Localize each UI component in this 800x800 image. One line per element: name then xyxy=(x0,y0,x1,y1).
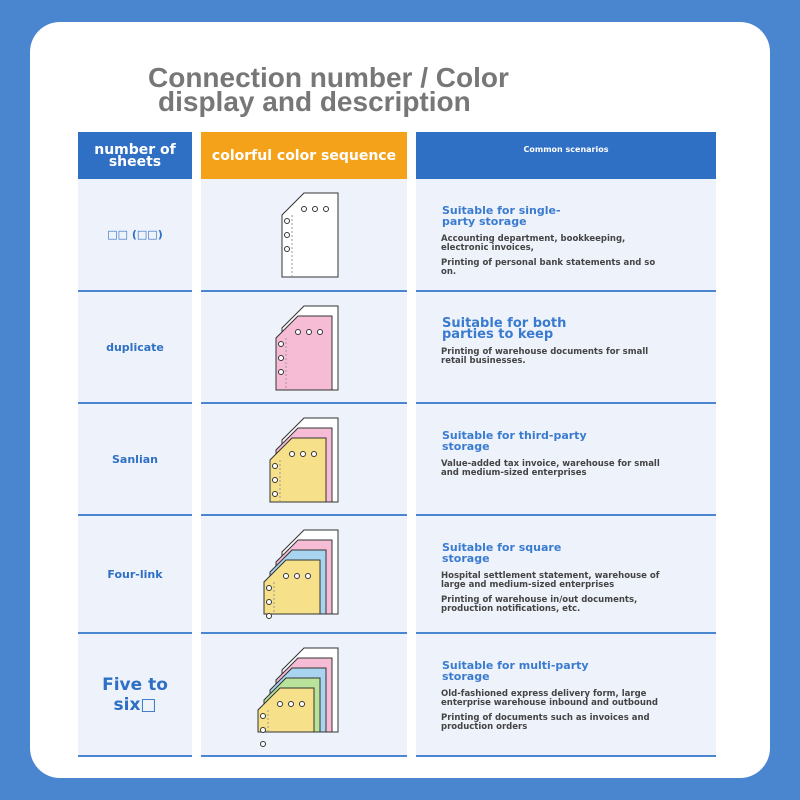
hole xyxy=(300,451,306,457)
hole xyxy=(260,741,266,747)
hole xyxy=(288,701,294,707)
detail: Hospital settlement statement, warehouse… xyxy=(441,571,660,590)
hole xyxy=(323,206,329,212)
detail: Value-added tax invoice, warehouse for s… xyxy=(441,459,660,478)
header-cell: Common scenarios xyxy=(416,132,716,179)
title: display and description xyxy=(158,86,471,117)
hole xyxy=(272,463,278,469)
scenario: Suitable for third-party storage xyxy=(442,429,587,453)
detail: Printing of warehouse in/out documents, … xyxy=(441,595,638,614)
sheet xyxy=(281,192,339,278)
hole xyxy=(301,206,307,212)
hole xyxy=(283,573,289,579)
detail: Old-fashioned express delivery form, lar… xyxy=(441,689,659,708)
detail: Printing of documents such as invoices a… xyxy=(441,713,650,732)
hole xyxy=(284,218,290,224)
hole xyxy=(278,341,284,347)
table-cell xyxy=(416,404,716,516)
hole xyxy=(266,585,272,591)
scenario: Suitable for multi-party storage xyxy=(442,659,589,683)
table-cell: Five to six□ xyxy=(78,634,192,757)
detail: Printing of warehouse documents for smal… xyxy=(441,347,649,366)
hole xyxy=(260,713,266,719)
hole xyxy=(306,329,312,335)
hole xyxy=(284,246,290,252)
scenario: Suitable for both parties to keep xyxy=(442,316,567,342)
scenario: Suitable for square storage xyxy=(442,541,562,565)
detail: Printing of personal bank statements and… xyxy=(441,258,656,277)
hole xyxy=(312,206,318,212)
table-cell: Sanlian xyxy=(78,404,192,516)
hole xyxy=(266,613,272,619)
hole xyxy=(299,701,305,707)
hole xyxy=(284,232,290,238)
sheet xyxy=(257,687,315,733)
header-cell: colorful color sequence xyxy=(201,132,407,179)
title: Connection number / Color xyxy=(148,62,509,93)
hole xyxy=(266,599,272,605)
table-cell: □□ (□□) xyxy=(78,179,192,292)
header-cell: number of sheets xyxy=(78,132,192,179)
hole xyxy=(317,329,323,335)
hole xyxy=(305,573,311,579)
hole xyxy=(278,355,284,361)
table-cell xyxy=(416,516,716,634)
table-cell xyxy=(416,634,716,757)
sheet xyxy=(263,559,321,615)
table-cell: Four-link xyxy=(78,516,192,634)
hole xyxy=(278,369,284,375)
sheet xyxy=(275,315,333,391)
detail: Accounting department, bookkeeping, elec… xyxy=(441,234,626,253)
table-cell xyxy=(416,292,716,404)
hole xyxy=(294,573,300,579)
table-cell: duplicate xyxy=(78,292,192,404)
hole xyxy=(295,329,301,335)
hole xyxy=(289,451,295,457)
hole xyxy=(277,701,283,707)
hole xyxy=(311,451,317,457)
scenario: Suitable for single-party storage xyxy=(442,204,561,228)
hole xyxy=(272,491,278,497)
hole xyxy=(272,477,278,483)
table-cell xyxy=(416,179,716,292)
hole xyxy=(260,727,266,733)
